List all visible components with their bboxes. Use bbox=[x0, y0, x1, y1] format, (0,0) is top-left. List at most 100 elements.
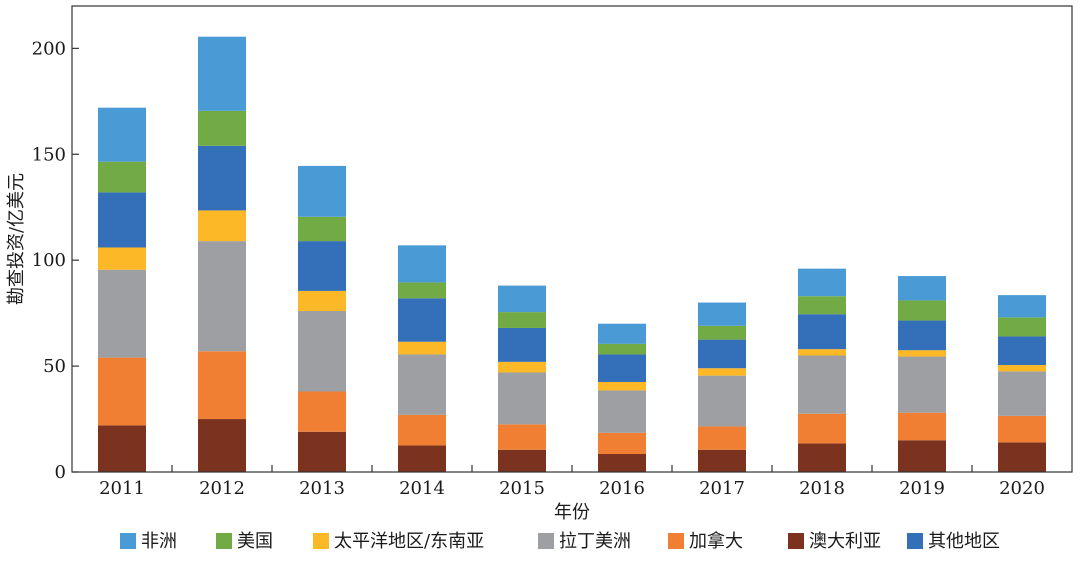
y-tick-label: 200 bbox=[32, 38, 66, 59]
bar-segment-2019-太平洋地区/东南亚 bbox=[898, 350, 946, 357]
bar-segment-2016-太平洋地区/东南亚 bbox=[598, 381, 646, 391]
y-tick-label: 50 bbox=[43, 356, 66, 377]
bar-segment-2012-太平洋地区/东南亚 bbox=[198, 210, 246, 242]
bar-segment-2019-其他地区 bbox=[898, 320, 946, 351]
bar-segment-2018-非洲 bbox=[798, 268, 846, 297]
bar-segment-2012-非洲 bbox=[198, 36, 246, 111]
legend-swatch-澳大利亚 bbox=[788, 533, 804, 549]
bar-segment-2019-拉丁美洲 bbox=[898, 356, 946, 413]
bar-segment-2020-太平洋地区/东南亚 bbox=[998, 365, 1046, 372]
bar-segment-2017-拉丁美洲 bbox=[698, 375, 746, 427]
bar-segment-2012-拉丁美洲 bbox=[198, 241, 246, 352]
bar-segment-2020-加拿大 bbox=[998, 415, 1046, 443]
bar-segment-2016-美国 bbox=[598, 343, 646, 355]
bar-segment-2011-非洲 bbox=[98, 107, 146, 162]
bar-segment-2011-太平洋地区/东南亚 bbox=[98, 247, 146, 270]
legend-label-非洲: 非洲 bbox=[141, 531, 177, 552]
bar-segment-2015-其他地区 bbox=[498, 327, 546, 362]
bar-segment-2015-非洲 bbox=[498, 285, 546, 313]
bar-segment-2016-其他地区 bbox=[598, 354, 646, 382]
bar-segment-2019-澳大利亚 bbox=[898, 440, 946, 472]
x-tick-label: 2011 bbox=[99, 478, 145, 499]
bar-segment-2019-加拿大 bbox=[898, 412, 946, 441]
bar-segment-2015-加拿大 bbox=[498, 424, 546, 450]
legend-swatch-美国 bbox=[216, 533, 232, 549]
bar-segment-2017-澳大利亚 bbox=[698, 449, 746, 472]
x-tick-label: 2017 bbox=[699, 478, 745, 499]
bar-segment-2014-美国 bbox=[398, 282, 446, 299]
bar-segment-2018-太平洋地区/东南亚 bbox=[798, 349, 846, 356]
bar-segment-2020-其他地区 bbox=[998, 336, 1046, 366]
bar-segment-2018-加拿大 bbox=[798, 413, 846, 444]
bar-segment-2012-美国 bbox=[198, 110, 246, 146]
x-tick-label: 2013 bbox=[299, 478, 345, 499]
legend-label-澳大利亚: 澳大利亚 bbox=[809, 531, 881, 552]
bar-segment-2014-加拿大 bbox=[398, 414, 446, 446]
bar-segment-2011-美国 bbox=[98, 161, 146, 193]
bar-segment-2018-美国 bbox=[798, 296, 846, 315]
bar-segment-2016-拉丁美洲 bbox=[598, 390, 646, 433]
y-axis-label: 勘查投资/亿美元 bbox=[6, 173, 27, 305]
y-tick-label: 150 bbox=[32, 144, 66, 165]
legend-swatch-其他地区 bbox=[907, 533, 923, 549]
bar-segment-2013-美国 bbox=[298, 216, 346, 242]
bar-segment-2020-非洲 bbox=[998, 295, 1046, 318]
legend: 非洲 美国 太平洋地区/东南亚 拉丁美洲 加拿大 澳大利亚 其他地区 bbox=[120, 530, 1000, 552]
bar-segment-2018-澳大利亚 bbox=[798, 443, 846, 472]
bar-segment-2019-美国 bbox=[898, 300, 946, 321]
bar-segment-2015-澳大利亚 bbox=[498, 449, 546, 472]
bar-segment-2011-加拿大 bbox=[98, 357, 146, 426]
bar-segment-2011-拉丁美洲 bbox=[98, 269, 146, 358]
legend-label-美国: 美国 bbox=[237, 531, 273, 552]
bar-segment-2017-其他地区 bbox=[698, 339, 746, 369]
x-tick-label: 2014 bbox=[399, 478, 445, 499]
bar-segment-2013-非洲 bbox=[298, 165, 346, 217]
x-tick-label: 2016 bbox=[599, 478, 645, 499]
bar-segment-2012-其他地区 bbox=[198, 145, 246, 211]
x-axis-label: 年份 bbox=[554, 502, 590, 523]
bar-segment-2016-非洲 bbox=[598, 323, 646, 344]
bar-segment-2015-太平洋地区/东南亚 bbox=[498, 361, 546, 373]
bar-segment-2020-拉丁美洲 bbox=[998, 371, 1046, 416]
bar-segment-2020-澳大利亚 bbox=[998, 442, 1046, 472]
bar-segment-2015-拉丁美洲 bbox=[498, 372, 546, 425]
bar-segment-2012-澳大利亚 bbox=[198, 419, 246, 472]
bar-segment-2020-美国 bbox=[998, 317, 1046, 337]
bar-segment-2013-加拿大 bbox=[298, 391, 346, 432]
bar-segment-2016-澳大利亚 bbox=[598, 453, 646, 472]
legend-swatch-加拿大 bbox=[668, 533, 684, 549]
x-tick-label: 2012 bbox=[199, 478, 245, 499]
bar-segment-2015-美国 bbox=[498, 312, 546, 328]
x-tick-label: 2015 bbox=[499, 478, 545, 499]
bar-segment-2013-澳大利亚 bbox=[298, 431, 346, 472]
legend-swatch-非洲 bbox=[120, 533, 136, 549]
legend-label-其他地区: 其他地区 bbox=[928, 531, 1000, 552]
bar-segment-2013-拉丁美洲 bbox=[298, 311, 346, 392]
bar-segment-2017-美国 bbox=[698, 325, 746, 340]
legend-label-太平洋地区/东南亚: 太平洋地区/东南亚 bbox=[334, 531, 484, 552]
legend-label-加拿大: 加拿大 bbox=[689, 530, 743, 552]
bar-segment-2017-太平洋地区/东南亚 bbox=[698, 368, 746, 376]
x-tick-label: 2019 bbox=[899, 478, 945, 499]
bar-segment-2014-其他地区 bbox=[398, 298, 446, 342]
y-tick-label: 100 bbox=[32, 250, 66, 271]
bar-segment-2019-非洲 bbox=[898, 276, 946, 301]
bar-segment-2014-拉丁美洲 bbox=[398, 354, 446, 415]
plot-area bbox=[98, 36, 1046, 472]
bar-segment-2014-太平洋地区/东南亚 bbox=[398, 341, 446, 355]
bar-segment-2014-澳大利亚 bbox=[398, 445, 446, 472]
bar-segment-2012-加拿大 bbox=[198, 351, 246, 420]
bar-segment-2013-其他地区 bbox=[298, 241, 346, 291]
bar-segment-2011-其他地区 bbox=[98, 192, 146, 248]
bar-segment-2017-加拿大 bbox=[698, 426, 746, 450]
bar-segment-2014-非洲 bbox=[398, 245, 446, 283]
axes: 0 50 100 150 200 2011 2012 2013 2014 2015 2016 2017… bbox=[32, 5, 1073, 499]
bar-segment-2013-太平洋地区/东南亚 bbox=[298, 290, 346, 312]
x-tick-label: 2018 bbox=[799, 478, 845, 499]
bar-segment-2018-拉丁美洲 bbox=[798, 355, 846, 414]
legend-swatch-拉丁美洲 bbox=[538, 533, 554, 549]
bar-segment-2017-非洲 bbox=[698, 302, 746, 326]
legend-swatch-太平洋地区/东南亚 bbox=[313, 533, 329, 549]
